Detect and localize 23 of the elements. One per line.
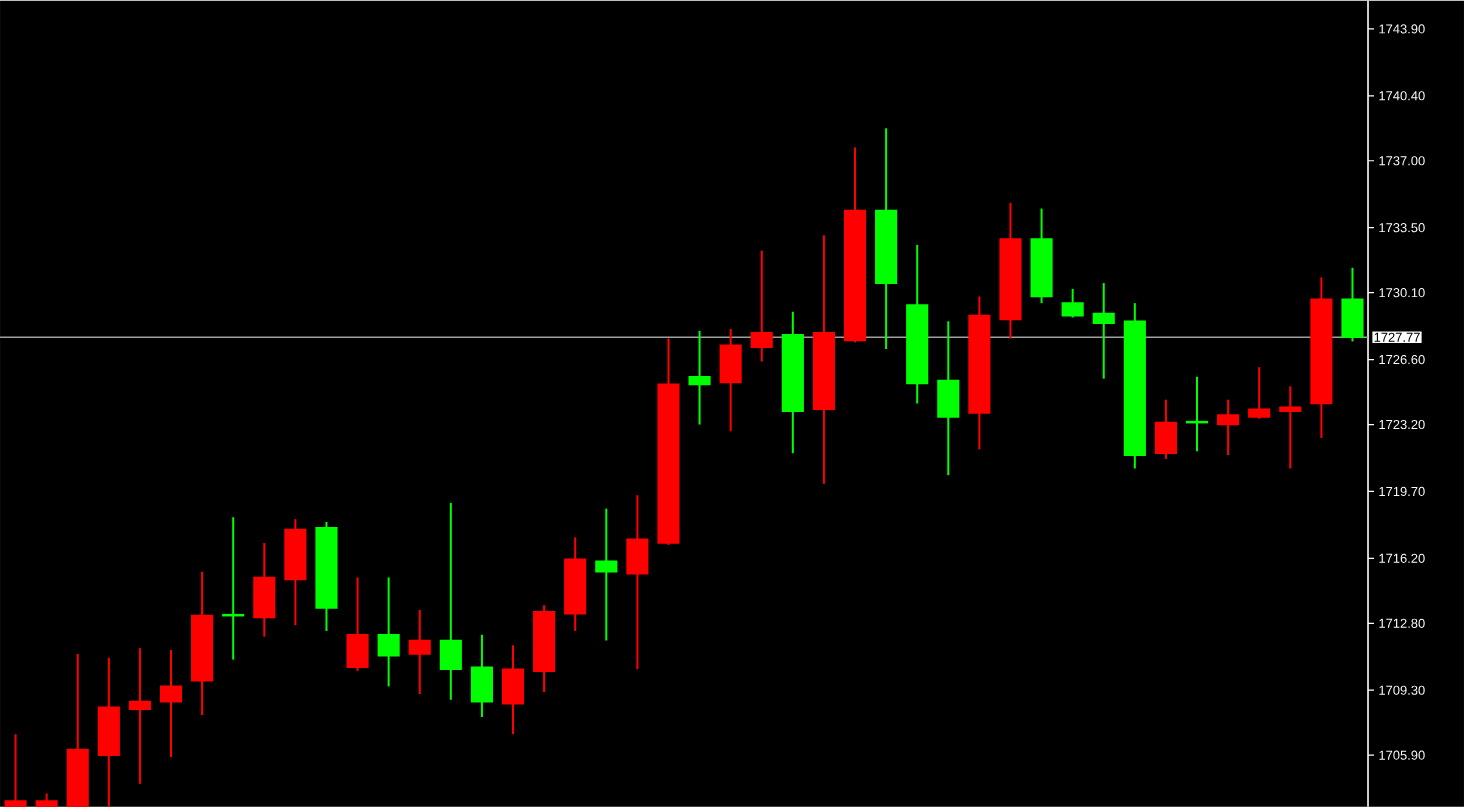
candlestick bbox=[377, 576, 400, 688]
candlestick bbox=[408, 609, 431, 696]
candlestick bbox=[595, 507, 618, 642]
candlestick bbox=[253, 542, 276, 638]
candlestick bbox=[1154, 398, 1177, 461]
candlestick bbox=[1279, 385, 1302, 470]
candlestick bbox=[688, 330, 711, 426]
candlestick bbox=[1092, 282, 1115, 380]
candlestick bbox=[1217, 398, 1240, 457]
candlestick bbox=[1248, 366, 1271, 420]
candlestick bbox=[97, 656, 120, 807]
candlestick bbox=[1061, 288, 1084, 319]
candlestick bbox=[626, 494, 649, 671]
candlestick bbox=[439, 502, 462, 701]
candlestick bbox=[470, 633, 493, 719]
candlestick bbox=[719, 328, 742, 433]
candlestick bbox=[501, 644, 525, 736]
candlestick bbox=[750, 249, 773, 363]
candlestick bbox=[346, 576, 369, 673]
candlestick bbox=[128, 647, 151, 786]
candlestick bbox=[159, 649, 183, 759]
candlestick bbox=[937, 320, 960, 477]
candlestick bbox=[1341, 266, 1364, 343]
